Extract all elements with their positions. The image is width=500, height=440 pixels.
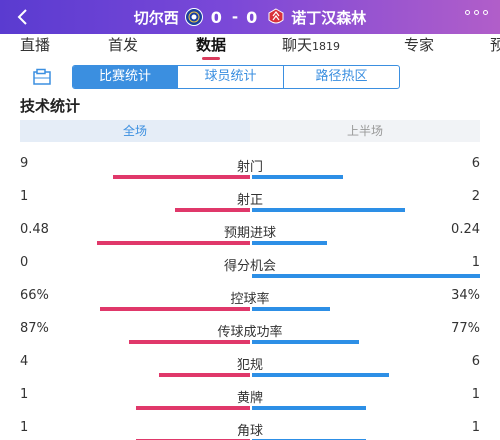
stat-row: 87% 传球成功率 77% [0, 315, 500, 347]
away-value: 0.24 [451, 222, 480, 237]
home-value: 0 [20, 255, 29, 270]
match-tabs: 直播 首发 数据 聊天1819 专家 预 [0, 34, 500, 60]
away-bar [252, 208, 405, 212]
home-value: 9 [20, 156, 29, 171]
stat-label: 传球成功率 [217, 325, 283, 340]
home-value: 4 [20, 354, 29, 369]
stat-label: 得分机会 [223, 259, 276, 274]
stats-type-segment: 比赛统计 球员统计 路径热区 [72, 65, 400, 89]
stat-row: 1 角球 1 [0, 414, 500, 440]
more-dots-icon[interactable] [465, 10, 488, 15]
away-bar [252, 340, 360, 344]
stats-toolbar: 比赛统计 球员统计 路径热区 [0, 62, 500, 92]
back-arrow-icon[interactable] [14, 8, 32, 26]
away-bar [252, 406, 366, 410]
period-full-match[interactable]: 全场 [20, 120, 250, 142]
stat-row: 1 射正 2 [0, 183, 500, 215]
segment-player-stats[interactable]: 球员统计 [177, 66, 283, 88]
away-value: 6 [471, 156, 480, 171]
away-bar [252, 175, 344, 179]
home-bar [99, 307, 250, 311]
away-bar [252, 274, 480, 278]
home-value: 1 [20, 420, 29, 435]
chelsea-crest-icon [184, 8, 203, 26]
home-bar [174, 208, 250, 212]
away-value: 2 [471, 189, 480, 204]
segment-match-stats[interactable]: 比赛统计 [73, 66, 177, 88]
segment-heatmap[interactable]: 路径热区 [283, 66, 399, 88]
stat-row: 4 犯规 6 [0, 348, 500, 380]
home-value: 1 [20, 387, 29, 402]
stat-label: 射门 [236, 160, 263, 175]
chat-count: 1819 [312, 40, 341, 53]
away-value: 1 [471, 420, 480, 435]
stat-label: 射正 [236, 193, 263, 208]
tab-chat[interactable]: 聊天1819 [282, 36, 341, 54]
home-value: 1 [20, 189, 29, 204]
home-bar [158, 373, 250, 377]
period-first-half[interactable]: 上半场 [346, 124, 383, 138]
tab-lineup[interactable]: 首发 [108, 36, 139, 54]
tab-stats[interactable]: 数据 [196, 34, 226, 60]
forest-crest-icon [268, 8, 284, 24]
away-value: 1 [471, 255, 480, 270]
home-bar [136, 406, 250, 410]
away-value: 6 [471, 354, 480, 369]
section-title: 技术统计 [20, 97, 81, 115]
pitch-icon[interactable] [32, 68, 52, 86]
tab-live[interactable]: 直播 [20, 36, 51, 54]
away-value: 77% [451, 321, 480, 336]
period-switch: 全场 上半场 [20, 120, 480, 142]
stat-label: 预期进球 [223, 226, 276, 241]
away-team-name[interactable]: 诺丁汉森林 [291, 8, 367, 27]
home-team-name[interactable]: 切尔西 [133, 8, 179, 27]
match-header: 切尔西 0 - 0 诺丁汉森林 [0, 0, 500, 34]
stat-row: 9 射门 6 [0, 150, 500, 182]
away-score: 0 [246, 7, 260, 27]
score-separator: - [231, 8, 239, 26]
stat-label: 角球 [236, 424, 263, 439]
stat-label: 犯规 [236, 358, 263, 373]
stat-row: 0 得分机会 1 [0, 249, 500, 281]
home-bar [129, 340, 250, 344]
away-bar [252, 307, 330, 311]
match-summary: 切尔西 0 - 0 诺丁汉森林 [0, 0, 500, 34]
stat-row: 1 黄牌 1 [0, 381, 500, 413]
home-score: 0 [210, 7, 224, 27]
home-bar [97, 241, 250, 245]
home-bar [113, 175, 250, 179]
home-value: 0.48 [20, 222, 49, 237]
home-value: 66% [20, 288, 49, 303]
away-value: 1 [471, 387, 480, 402]
tab-prediction[interactable]: 预 [490, 36, 500, 54]
stat-row: 66% 控球率 34% [0, 282, 500, 314]
stat-row: 0.48 预期进球 0.24 [0, 216, 500, 248]
away-value: 34% [451, 288, 480, 303]
tab-experts[interactable]: 专家 [404, 36, 435, 54]
stat-label: 黄牌 [236, 391, 263, 406]
away-bar [252, 241, 328, 245]
home-value: 87% [20, 321, 49, 336]
stat-label: 控球率 [230, 292, 270, 307]
away-bar [252, 373, 389, 377]
